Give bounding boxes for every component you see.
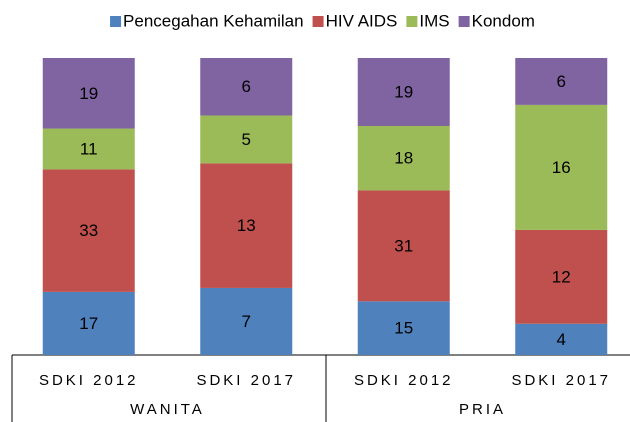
legend-label: Kondom — [472, 11, 535, 30]
bar-segment — [42, 58, 135, 129]
data-label: 19 — [394, 82, 413, 101]
data-label: 33 — [79, 221, 98, 240]
x-tick-label: SDKI 2012 — [354, 372, 454, 389]
legend-swatch — [458, 16, 470, 27]
x-tick-label: SDKI 2017 — [511, 372, 611, 389]
data-label: 17 — [79, 314, 98, 333]
legend-swatch — [406, 16, 418, 27]
bar-segment — [200, 115, 293, 164]
bar-segment — [200, 163, 293, 288]
bar-segment — [357, 125, 450, 191]
bar-segment — [515, 104, 608, 230]
data-label: 12 — [552, 267, 571, 286]
x-tick-label: SDKI 2017 — [196, 372, 296, 389]
data-label: 7 — [242, 312, 251, 331]
bar-segment — [42, 128, 135, 170]
legend-label: IMS — [419, 11, 449, 30]
data-label: 5 — [242, 130, 251, 149]
bar-segment — [357, 58, 450, 126]
bar-segment — [357, 190, 450, 302]
bar-segment — [357, 301, 450, 355]
group-label: WANITA — [130, 401, 205, 418]
data-label: 6 — [557, 72, 566, 91]
bar-segment — [200, 287, 293, 355]
data-label: 4 — [557, 330, 566, 349]
legend-swatch — [312, 16, 324, 27]
legend-swatch — [110, 16, 122, 27]
legend-label: HIV AIDS — [326, 11, 398, 30]
bar-segment — [515, 323, 608, 355]
data-label: 16 — [552, 158, 571, 177]
group-label: PRIA — [459, 401, 506, 418]
bar-segment — [515, 58, 608, 105]
bar-segment — [42, 169, 135, 292]
legend-label: Pencegahan Kehamilan — [123, 11, 304, 30]
data-label: 19 — [79, 84, 98, 103]
data-label: 13 — [237, 216, 256, 235]
data-label: 6 — [242, 77, 251, 96]
x-tick-label: SDKI 2012 — [39, 372, 139, 389]
data-label: 18 — [394, 149, 413, 168]
bar-segment — [200, 58, 293, 116]
data-label: 11 — [80, 139, 98, 158]
bar-segment — [515, 229, 608, 324]
data-label: 31 — [394, 236, 413, 255]
data-label: 15 — [394, 319, 413, 338]
bar-segment — [42, 291, 135, 355]
